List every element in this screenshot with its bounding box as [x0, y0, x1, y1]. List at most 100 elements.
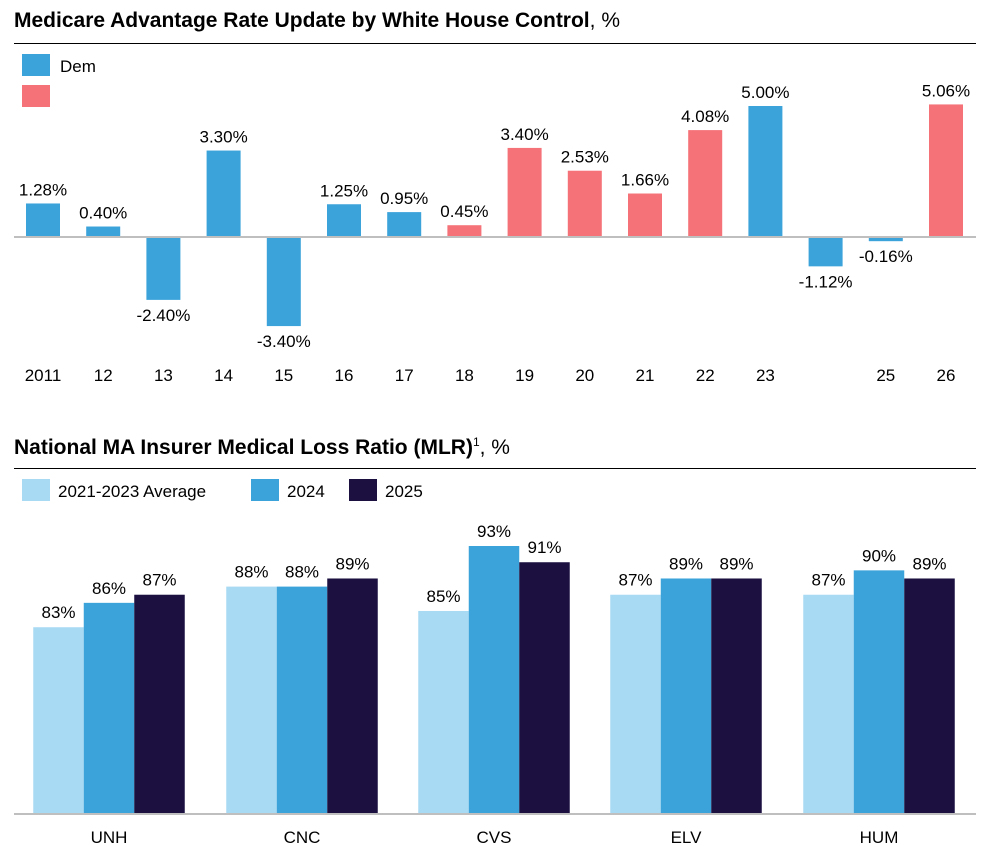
rate-data-label: -1.12%: [799, 272, 853, 291]
mlr-data-label: 83%: [41, 603, 75, 622]
chart1-data-labels: 1.28% 0.40% -2.40% 3.30% -3.40% 1.25% 0.95% 0.4…: [19, 81, 970, 351]
mlr-bar: [660, 578, 712, 814]
mlr-data-label: 93%: [477, 522, 511, 541]
year-tick-label: 25: [876, 366, 895, 385]
mlr-bar: [468, 546, 520, 814]
mlr-bar: [134, 594, 185, 814]
rate-data-label: 0.45%: [440, 202, 488, 221]
insurer-tick-label: CNC: [284, 828, 321, 847]
rate-bar: [868, 237, 903, 242]
mlr-data-label: 87%: [618, 571, 652, 590]
mlr-bar: [711, 578, 762, 814]
rate-data-label: 1.66%: [621, 171, 669, 190]
year-tick-label: 23: [756, 366, 775, 385]
mlr-bar: [276, 586, 328, 814]
legend-2025-swatch: [349, 479, 377, 501]
chart2-data-labels: 83% 86% 87% 88% 88% 89% 85% 93% 91% 87% 89% 89% 87% 9…: [41, 522, 946, 622]
rate-bar: [26, 203, 60, 237]
year-tick-label: 17: [395, 366, 414, 385]
year-tick-label: 2011: [25, 366, 62, 385]
year-tick-label: 22: [696, 366, 715, 385]
year-tick-label: 20: [575, 366, 594, 385]
rate-bar: [929, 104, 963, 237]
rate-update-chart: Dem 1.28% 0.40% -2.40% 3.30% -3.40% 1.25% 0.95…: [14, 54, 976, 385]
mlr-data-label: 87%: [142, 571, 176, 590]
chart2-bars: [33, 546, 955, 814]
rate-bar: [507, 147, 542, 237]
rate-bar: [327, 204, 361, 237]
rate-bar: [567, 170, 602, 237]
year-tick-label: 21: [636, 366, 655, 385]
mlr-bar: [226, 586, 277, 814]
rate-data-label: 1.28%: [19, 180, 67, 199]
rate-data-label: 0.40%: [79, 204, 127, 223]
chart2-legend: 2021-2023 Average 2024 2025: [22, 479, 423, 501]
chart1-x-tick-labels: 2011 12 13 14 15 16 17 18 19 20 21 22 23 25 26: [25, 366, 956, 385]
rate-bar: [86, 226, 121, 237]
legend-dem-swatch: [22, 54, 50, 76]
rate-data-label: 3.30%: [199, 128, 247, 147]
year-tick-label: 15: [274, 366, 293, 385]
mlr-bar: [853, 570, 905, 814]
legend-avg-label: 2021-2023 Average: [58, 482, 206, 501]
mlr-data-label: 87%: [811, 571, 845, 590]
rate-bar: [628, 193, 662, 237]
chart1-legend: Dem: [22, 54, 96, 107]
mlr-bar: [803, 594, 854, 814]
chart2-title: National MA Insurer Medical Loss Ratio (…: [14, 435, 510, 459]
rate-data-label: 1.25%: [320, 181, 368, 200]
rate-data-label: 3.40%: [500, 125, 548, 144]
rate-data-label: 5.06%: [922, 81, 970, 100]
mlr-data-label: 85%: [426, 587, 460, 606]
legend-avg-swatch: [22, 479, 50, 501]
rate-data-label: -0.16%: [859, 247, 913, 266]
rate-data-label: 2.53%: [561, 148, 609, 167]
rate-data-label: 5.00%: [741, 83, 789, 102]
year-tick-label: 12: [94, 366, 113, 385]
year-tick-label: 16: [335, 366, 354, 385]
insurer-tick-label: ELV: [671, 828, 703, 847]
rate-bar: [688, 130, 723, 237]
mlr-bar: [519, 562, 570, 814]
year-tick-label: 26: [937, 366, 956, 385]
mlr-bar: [610, 594, 661, 814]
chart1-title-rule: [14, 43, 976, 44]
rate-bar: [748, 106, 783, 237]
year-tick-label: 18: [455, 366, 474, 385]
insurer-tick-label: HUM: [860, 828, 899, 847]
mlr-data-label: 89%: [719, 554, 753, 573]
rate-data-label: -2.40%: [136, 306, 190, 325]
mlr-data-label: 89%: [669, 554, 703, 573]
year-tick-label: 14: [214, 366, 233, 385]
rate-bar: [266, 237, 301, 327]
legend-dem-label: Dem: [60, 57, 96, 76]
chart1-title: Medicare Advantage Rate Update by White …: [14, 9, 620, 32]
legend-rep-swatch: [22, 85, 50, 107]
legend-2024-swatch: [251, 479, 279, 501]
year-tick-label: 13: [154, 366, 173, 385]
mlr-data-label: 89%: [335, 554, 369, 573]
rate-bar: [808, 237, 843, 267]
mlr-data-label: 88%: [285, 563, 319, 582]
rate-bar: [206, 150, 241, 237]
mlr-bar: [418, 610, 469, 814]
mlr-data-label: 91%: [527, 538, 561, 557]
mlr-bar: [327, 578, 378, 814]
year-tick-label: 19: [515, 366, 534, 385]
mlr-data-label: 89%: [912, 554, 946, 573]
mlr-data-label: 86%: [92, 579, 126, 598]
chart2-title-rule: [14, 468, 976, 469]
rate-bar: [387, 212, 422, 237]
insurer-tick-label: UNH: [91, 828, 128, 847]
insurer-tick-label: CVS: [477, 828, 512, 847]
rate-bar: [447, 225, 482, 237]
rate-data-label: 0.95%: [380, 189, 428, 208]
legend-2024-label: 2024: [287, 482, 325, 501]
chart2-x-tick-labels: UNH CNC CVS ELV HUM: [91, 828, 899, 847]
rate-data-label: -3.40%: [257, 332, 311, 351]
mlr-data-label: 88%: [234, 563, 268, 582]
mlr-bar: [904, 578, 955, 814]
rate-bar: [146, 237, 181, 300]
legend-2025-label: 2025: [385, 482, 423, 501]
